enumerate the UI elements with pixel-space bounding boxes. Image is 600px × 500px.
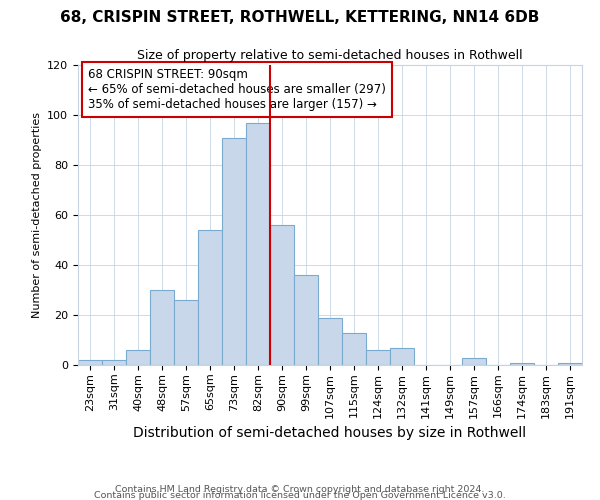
Bar (150, 290, 174, 365)
Text: Contains public sector information licensed under the Open Government Licence v3: Contains public sector information licen… (94, 491, 506, 500)
X-axis label: Distribution of semi-detached houses by size in Rothwell: Distribution of semi-detached houses by … (133, 426, 527, 440)
Text: 68, CRISPIN STREET, ROTHWELL, KETTERING, NN14 6DB: 68, CRISPIN STREET, ROTHWELL, KETTERING,… (61, 10, 539, 25)
Bar (198, 230, 222, 365)
Bar (558, 362, 582, 365)
Bar (462, 358, 486, 365)
Title: Size of property relative to semi-detached houses in Rothwell: Size of property relative to semi-detach… (137, 50, 523, 62)
Bar (270, 225, 294, 365)
Bar (126, 350, 150, 365)
Text: 68 CRISPIN STREET: 90sqm
← 65% of semi-detached houses are smaller (297)
35% of : 68 CRISPIN STREET: 90sqm ← 65% of semi-d… (88, 68, 386, 111)
Bar (246, 122, 270, 365)
Bar (102, 360, 126, 365)
Bar (318, 318, 342, 365)
Bar (390, 348, 414, 365)
Bar (366, 350, 390, 365)
Bar (222, 138, 246, 365)
Bar (174, 300, 198, 365)
Bar (294, 275, 318, 365)
Bar (510, 362, 534, 365)
Y-axis label: Number of semi-detached properties: Number of semi-detached properties (32, 112, 41, 318)
Bar (78, 360, 102, 365)
Bar (342, 332, 366, 365)
Text: Contains HM Land Registry data © Crown copyright and database right 2024.: Contains HM Land Registry data © Crown c… (115, 485, 485, 494)
